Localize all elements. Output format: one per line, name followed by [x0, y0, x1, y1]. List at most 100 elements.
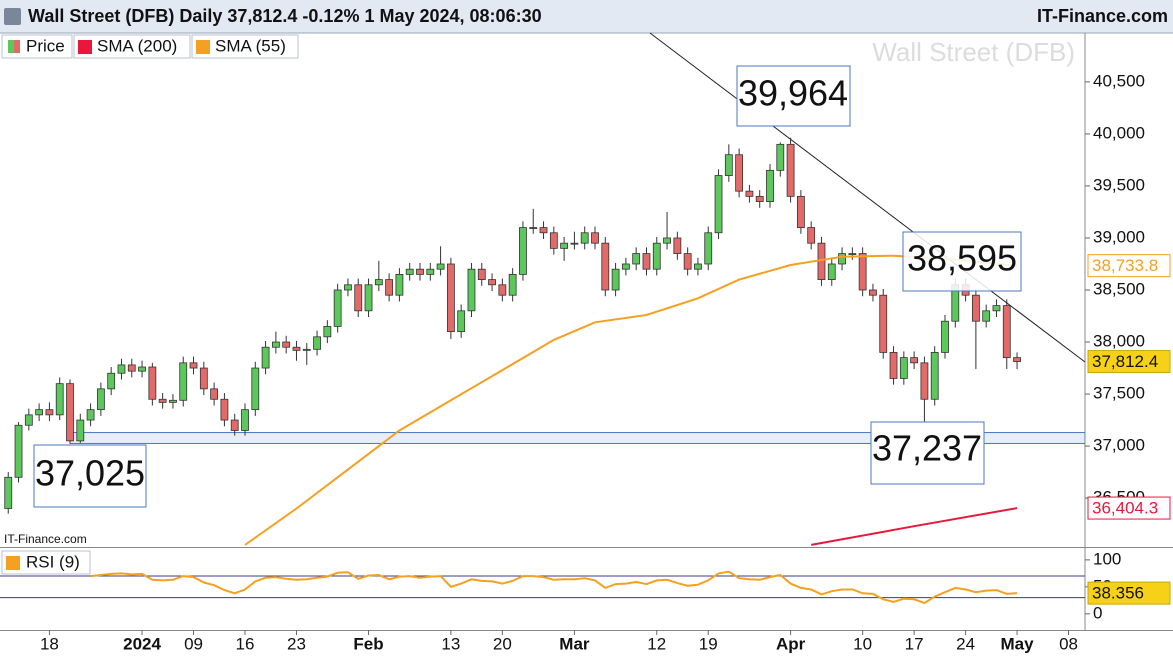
annotation-text: 39,964 [738, 73, 848, 114]
candle-body [982, 310, 991, 322]
candle-body [96, 388, 105, 411]
x-tick-label: 12 [647, 634, 666, 653]
candle-body [827, 263, 836, 280]
candle-body [941, 320, 949, 353]
candle-body [282, 341, 291, 348]
candle-body [107, 372, 116, 390]
x-tick-label: 16 [236, 634, 255, 653]
candle-body [14, 424, 23, 478]
candle-body [601, 242, 610, 291]
candle-body [549, 232, 558, 249]
x-tick-label: 23 [287, 634, 306, 653]
candle-body [261, 346, 270, 369]
candle-body [498, 284, 507, 296]
candle-body [714, 175, 723, 234]
x-tick-label: 2024 [123, 634, 161, 653]
candle-body [313, 336, 321, 350]
line-series [811, 507, 1018, 546]
annotation-box [33, 444, 147, 508]
candle-body [611, 268, 620, 291]
candle-body [138, 366, 146, 372]
x-tick-label: 08 [1059, 634, 1078, 653]
candle-body [807, 227, 816, 244]
candle-body [889, 352, 898, 379]
candle-body [704, 232, 713, 265]
x-tick-label: 13 [441, 634, 460, 653]
candle-body [45, 409, 54, 416]
annotation-box [902, 231, 1022, 292]
legend-box [73, 34, 191, 59]
legend-box [191, 34, 299, 59]
candle-body [35, 409, 44, 416]
annotation-box [870, 421, 985, 485]
price-plot [4, 137, 1085, 546]
annotation: 39,964 38,595 37,237 37,025 [33, 65, 1022, 508]
candle-body [992, 305, 1001, 312]
candle-body [673, 237, 682, 254]
candle-body [899, 357, 908, 379]
chart-title: Wall Street (DFB) Daily 37,812.4 -0.12% … [28, 6, 542, 26]
candle-body [416, 268, 424, 275]
price-tag-label: 38.356 [1092, 584, 1144, 603]
y-tick-label: 37,000 [1093, 436, 1145, 455]
y-tick-label: 38,500 [1093, 279, 1145, 298]
logo-icon [4, 8, 21, 25]
candle-body [86, 409, 95, 421]
line-series [90, 570, 1018, 605]
candle-body [385, 279, 394, 296]
candle-body [323, 326, 332, 338]
candle-body [467, 268, 476, 312]
candle-body [488, 279, 496, 286]
candle-body [1013, 357, 1021, 362]
candle-body [560, 242, 569, 249]
candle-body [76, 419, 85, 442]
candle-body [621, 263, 630, 270]
candle-body [158, 398, 167, 403]
candle-body [436, 263, 445, 270]
candle-body [55, 383, 64, 416]
annotation-text: 37,025 [35, 453, 145, 494]
candle-body [580, 232, 589, 244]
candle-body [210, 388, 219, 400]
annotation-text: 37,237 [872, 428, 982, 469]
x-tick-label: 24 [956, 634, 975, 653]
candle-body [848, 253, 857, 255]
y-tick-label: 0 [1093, 603, 1102, 622]
x-tick-label: Feb [353, 634, 383, 653]
legend-label: SMA (200) [97, 36, 177, 55]
candle-body [683, 253, 692, 270]
legend-swatch [6, 556, 20, 570]
candle-body [776, 143, 785, 171]
candle-body [724, 154, 733, 176]
candle-body [4, 476, 13, 509]
candle-body [251, 367, 260, 411]
candle-body [344, 284, 352, 291]
y-tick-label: 38,000 [1093, 332, 1145, 351]
candle-body [395, 273, 404, 296]
candle-body [271, 341, 280, 348]
price-tag [1087, 350, 1171, 374]
watermark: Wall Street (DFB) [872, 37, 1075, 67]
candle-body [519, 227, 527, 275]
candle-body [508, 273, 517, 296]
candle-body [66, 383, 74, 442]
x-tick-label: 19 [699, 634, 718, 653]
candle-body [570, 242, 579, 245]
candle-body [24, 414, 33, 426]
candle-body [302, 348, 311, 351]
y-tick-label: 40,500 [1093, 71, 1145, 90]
candle-body [446, 263, 455, 333]
y-tick-label: 100 [1093, 549, 1121, 568]
candle-body [971, 294, 980, 322]
y-tick-label: 39,500 [1093, 175, 1145, 194]
legend-label: Price [26, 36, 65, 55]
candle-body [838, 253, 846, 265]
annotation-box [736, 65, 851, 127]
candle-body [745, 190, 754, 197]
candle-body [869, 289, 877, 296]
candle-body [179, 362, 188, 401]
y-tick-label: 37,500 [1093, 384, 1145, 403]
candle-body [333, 289, 342, 327]
